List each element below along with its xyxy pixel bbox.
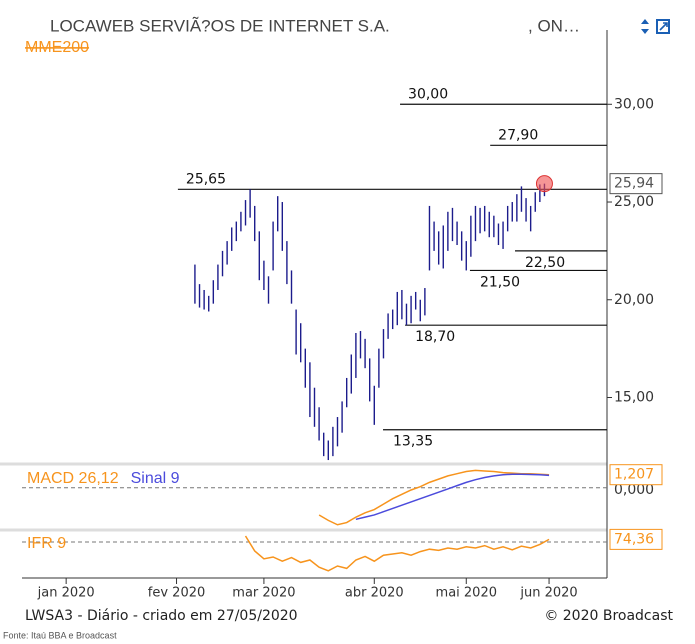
level-label: 13,35 — [393, 434, 433, 450]
level-label: 22,50 — [525, 255, 565, 271]
indicator-line — [244, 535, 550, 572]
legend-label: Sinal 9 — [131, 470, 180, 487]
legend-label: MME200 — [25, 39, 89, 56]
y-tick-label: 30,00 — [614, 96, 654, 112]
sort-icon[interactable] — [641, 19, 649, 34]
y-tick-label: 0,000 — [614, 482, 654, 498]
export-icon[interactable] — [656, 19, 670, 34]
chart-subtitle: , ON… — [528, 16, 580, 35]
x-tick-label: abr 2020 — [345, 586, 404, 601]
indicator-line — [355, 473, 550, 521]
level-label: 27,90 — [498, 127, 538, 143]
last-value-box — [609, 173, 663, 195]
level-label: 21,50 — [480, 274, 520, 290]
x-tick-label: mai 2020 — [436, 586, 497, 601]
level-label: 30,00 — [408, 86, 448, 102]
y-tick-label: 15,00 — [614, 389, 654, 405]
export-arrow[interactable] — [659, 22, 668, 31]
legend-label: IFR 9 — [27, 535, 66, 552]
last-value-box — [609, 528, 663, 550]
legend-label: MACD 26,12 — [27, 470, 119, 487]
footer-right: © 2020 Broadcast — [544, 608, 673, 624]
y-tick-label: 25,00 — [614, 194, 654, 210]
sort-arrows[interactable] — [641, 19, 649, 34]
level-label: 25,65 — [186, 171, 226, 187]
x-tick-label: jun 2020 — [519, 586, 577, 601]
last-value-label: 74,36 — [614, 531, 654, 547]
indicator-line — [318, 469, 550, 526]
x-tick-label: fev 2020 — [148, 586, 205, 601]
last-value-box — [609, 464, 663, 486]
last-price-marker — [535, 175, 553, 193]
chart-title: LOCAWEB SERVIÃ?OS DE INTERNET S.A. — [50, 16, 390, 35]
level-label: 18,70 — [415, 329, 455, 345]
x-tick-label: mar 2020 — [232, 586, 295, 601]
source-note: Fonte: Itaú BBA e Broadcast — [3, 630, 117, 640]
last-value-label: 25,94 — [614, 176, 654, 192]
footer-left: LWSA3 - Diário - criado em 27/05/2020 — [25, 608, 298, 624]
x-tick-label: jan 2020 — [37, 586, 95, 601]
last-value-label: 1,207 — [614, 467, 654, 483]
y-tick-label: 20,00 — [614, 292, 654, 308]
